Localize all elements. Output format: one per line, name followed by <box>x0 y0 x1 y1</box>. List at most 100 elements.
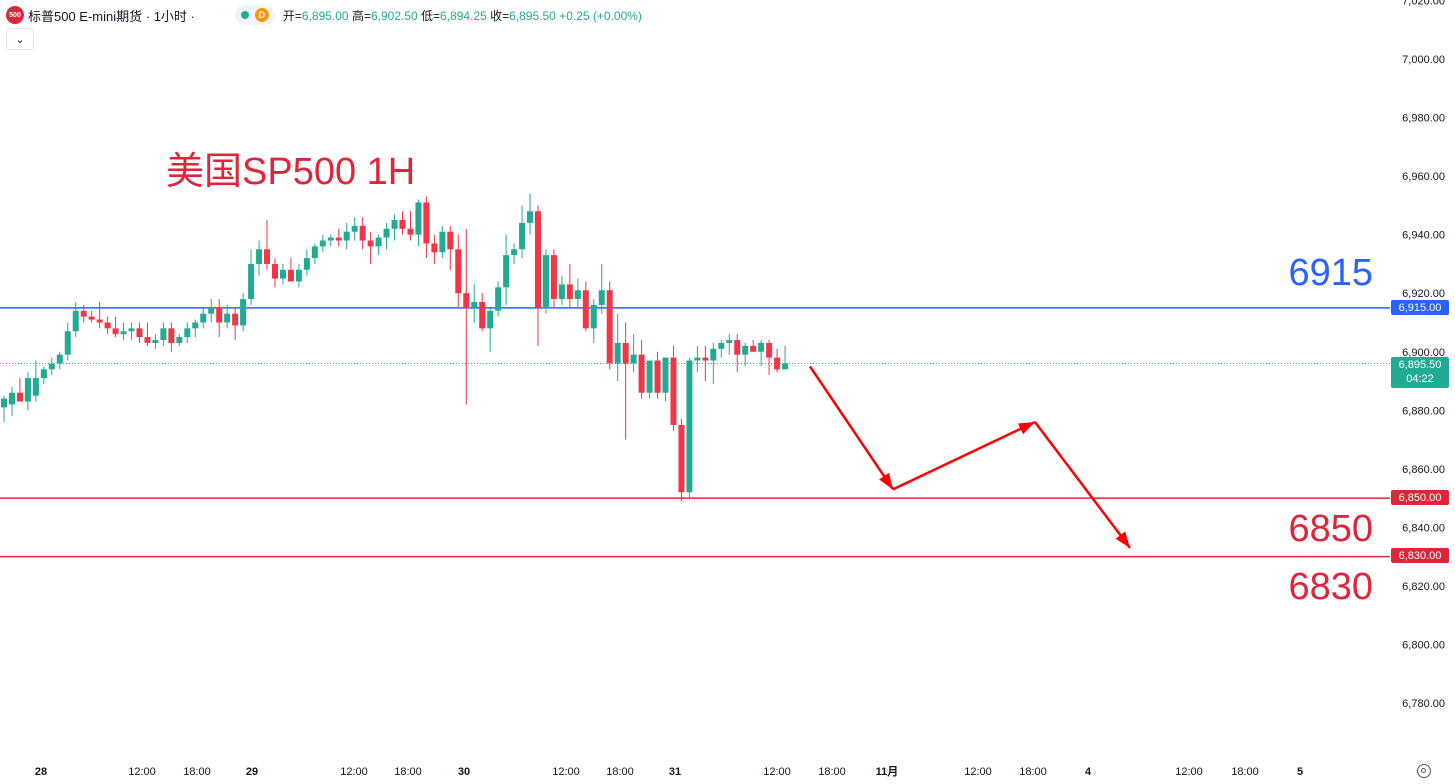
time-axis-label: 12:00 <box>1175 766 1203 778</box>
candle-body <box>694 357 701 361</box>
ohlc-readout: 开=6,895.00 高=6,902.50 低=6,894.25 收=6,895… <box>283 7 642 24</box>
close-label: 收= <box>490 8 510 23</box>
candle-body <box>359 225 366 241</box>
candle-body <box>503 255 510 288</box>
time-axis-label: 12:00 <box>552 766 580 778</box>
candle-body <box>606 290 613 364</box>
candle-body <box>654 360 661 393</box>
candle-body <box>136 328 143 338</box>
level-label-6830: 6830 <box>1288 566 1373 608</box>
forecast-arrow-segment <box>808 365 895 491</box>
symbol-logo[interactable]: 500 <box>6 6 24 24</box>
collapse-legend-button[interactable]: ⌄ <box>6 28 34 50</box>
price-axis-tick: 6,880.00 <box>1402 405 1445 417</box>
candle-body <box>407 228 414 235</box>
price-tag-6915: 6,915.00 <box>1391 300 1449 315</box>
candle-body <box>582 290 589 329</box>
candle-body <box>343 231 350 241</box>
price-axis-tick: 6,780.00 <box>1402 698 1445 710</box>
candle-body <box>431 243 438 253</box>
candle-body <box>72 310 79 332</box>
candle-body <box>295 269 302 282</box>
candle-body <box>232 313 239 326</box>
open-value: 6,895.00 <box>301 8 349 23</box>
chevron-down-icon: ⌄ <box>15 33 25 46</box>
time-axis-label: 29 <box>246 766 258 778</box>
delayed-badge: D <box>254 8 269 22</box>
candle-body <box>527 211 534 223</box>
candle-body <box>758 342 765 352</box>
candle-body <box>766 342 773 358</box>
close-value: 6,895.50 <box>509 8 556 23</box>
candle-body <box>319 240 326 247</box>
change-value: +0.25 (+0.00%) <box>559 8 642 23</box>
candle-body <box>351 225 358 232</box>
candle-body <box>120 331 127 335</box>
price-axis-tick: 6,920.00 <box>1402 288 1445 300</box>
high-value: 6,902.50 <box>370 8 418 23</box>
candle-body <box>48 363 55 370</box>
forecast-arrow-head <box>879 472 893 490</box>
time-axis-label: 18:00 <box>183 766 211 778</box>
forecast-arrow-head <box>1115 531 1130 548</box>
candle-body <box>686 360 693 493</box>
candle-body <box>200 313 207 323</box>
chart-overlay-title: 美国SP500 1H <box>166 151 416 193</box>
low-label: 低= <box>421 8 441 23</box>
candle-body <box>439 231 446 253</box>
candle-body <box>367 240 374 247</box>
price-axis-tick: 6,860.00 <box>1402 464 1445 476</box>
time-axis-label: 18:00 <box>818 766 846 778</box>
last-price-tag: 6,895.50 04:22 <box>1391 357 1449 388</box>
time-axis-label: 11月 <box>876 765 899 778</box>
candle-body <box>519 222 526 250</box>
candle-body <box>455 249 462 294</box>
price-axis-tick: 7,020.00 <box>1402 0 1445 7</box>
candle-body <box>511 249 518 256</box>
level-label-6850: 6850 <box>1288 508 1373 550</box>
candle-body <box>24 378 31 402</box>
candle-body <box>702 357 709 361</box>
time-axis-label: 18:00 <box>1231 766 1259 778</box>
candle-body <box>726 340 733 343</box>
candle-body <box>216 307 223 323</box>
price-axis-tick: 6,960.00 <box>1402 171 1445 183</box>
candle-body <box>399 220 406 229</box>
candle-body <box>144 337 151 343</box>
candle-body <box>622 342 629 364</box>
candle-body <box>256 249 263 264</box>
candle-body <box>415 202 422 235</box>
bar-countdown: 04:22 <box>1406 373 1434 385</box>
candle-body <box>447 231 454 250</box>
forecast-arrow-segment <box>1034 421 1131 549</box>
candle-body <box>16 392 23 402</box>
candle-body <box>534 211 541 308</box>
candle-body <box>471 301 478 308</box>
candle-body <box>40 369 47 379</box>
candle-body <box>614 342 621 364</box>
candle-body <box>495 287 502 311</box>
candle-body <box>32 378 39 396</box>
symbol-title[interactable]: 标普500 E-mini期货 · 1小时 · <box>28 8 195 24</box>
candle-body <box>8 392 15 405</box>
candle-body <box>327 237 334 241</box>
candle-body <box>463 293 470 308</box>
settings-gear-icon[interactable] <box>1417 764 1431 778</box>
time-axis-label: 30 <box>458 766 470 778</box>
candle-body <box>88 316 95 320</box>
last-price-value: 6,895.50 <box>1398 359 1442 371</box>
candle-body <box>303 258 310 270</box>
candle-body <box>574 290 581 300</box>
time-axis-label: 18:00 <box>394 766 422 778</box>
candle-body <box>710 348 717 361</box>
candle-body <box>646 360 653 393</box>
status-pill[interactable]: D <box>234 5 275 25</box>
level-label-6915: 6915 <box>1288 252 1373 294</box>
price-axis-tick: 6,820.00 <box>1402 581 1445 593</box>
time-axis-label: 12:00 <box>763 766 791 778</box>
candle-body <box>487 310 494 329</box>
candle-body <box>598 290 605 305</box>
candle-body <box>64 331 71 355</box>
price-axis-tick: 6,940.00 <box>1402 230 1445 242</box>
